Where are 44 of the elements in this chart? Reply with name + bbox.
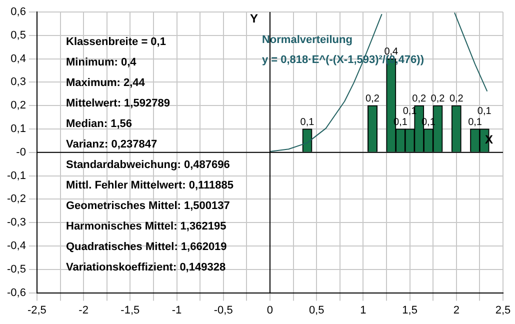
y-axis-title: Y [250,11,258,26]
annotation: Median: 1,56 [66,118,132,130]
annotation: Maximum: 2,44 [66,77,146,90]
annotation: Standardabweichung: 0,487696 [66,159,230,172]
y-tick-label: 0,2 [10,100,26,112]
x-tick-label: 0,5 [308,304,324,316]
y-tick-label: 0,5 [10,29,26,42]
data-label: 0,1 [300,116,315,128]
x-tick-label: -2,5 [27,304,46,316]
y-tick-label: -0,1 [6,170,26,182]
x-tick-label: -0,5 [214,304,233,316]
x-tick-label: 2,5 [495,304,511,316]
y-tick-label: 0,3 [10,76,26,88]
data-label: 0,1 [477,106,492,117]
annotation: Klassenbreite = 0,1 [66,36,166,48]
annotation: Varianz: 0,237847 [66,138,158,151]
y-tick-label: 0,4 [10,52,26,65]
y-tick-label: -0,5 [6,263,26,276]
annotation: Mittl. Fehler Mittelwert: 0,111885 [66,180,234,192]
y-tick-label: -0 [16,146,26,158]
annotation: Mittelwert: 1,592789 [66,98,170,110]
annotation: Geometrisches Mittel: 1,500137 [66,200,230,212]
x-tick-label: 1 [360,304,366,316]
x-tick-label: -1,5 [120,304,140,316]
data-label: 0,2 [430,93,446,104]
x-tick-label: 2 [453,304,460,316]
annotation: Quadratisches Mittel: 1,662019 [66,241,227,254]
y-tick-label: -0,4 [6,240,26,252]
y-tick-label: 0,6 [10,6,26,18]
annotation: Variationskoeffizient: 0,149328 [66,262,226,274]
y-tick-label: -0,2 [6,193,26,206]
y-tick-label: -0,3 [6,216,26,229]
annotation: Harmonisches Mittel: 1,362195 [66,220,226,233]
x-tick-label: 1,5 [402,304,418,316]
x-tick-label: -1 [172,304,182,316]
y-tick-label: 0,1 [10,123,26,136]
annotation: Minimum: 0,4 [66,56,138,69]
x-tick-label: -2 [78,304,88,316]
y-tick-label: -0,6 [6,286,26,299]
data-label: 0,1 [468,116,482,128]
data-label: 0,2 [449,93,464,104]
data-label: 0,2 [366,93,380,104]
data-label: 0,2 [412,93,426,104]
x-tick-label: 0 [266,304,274,316]
